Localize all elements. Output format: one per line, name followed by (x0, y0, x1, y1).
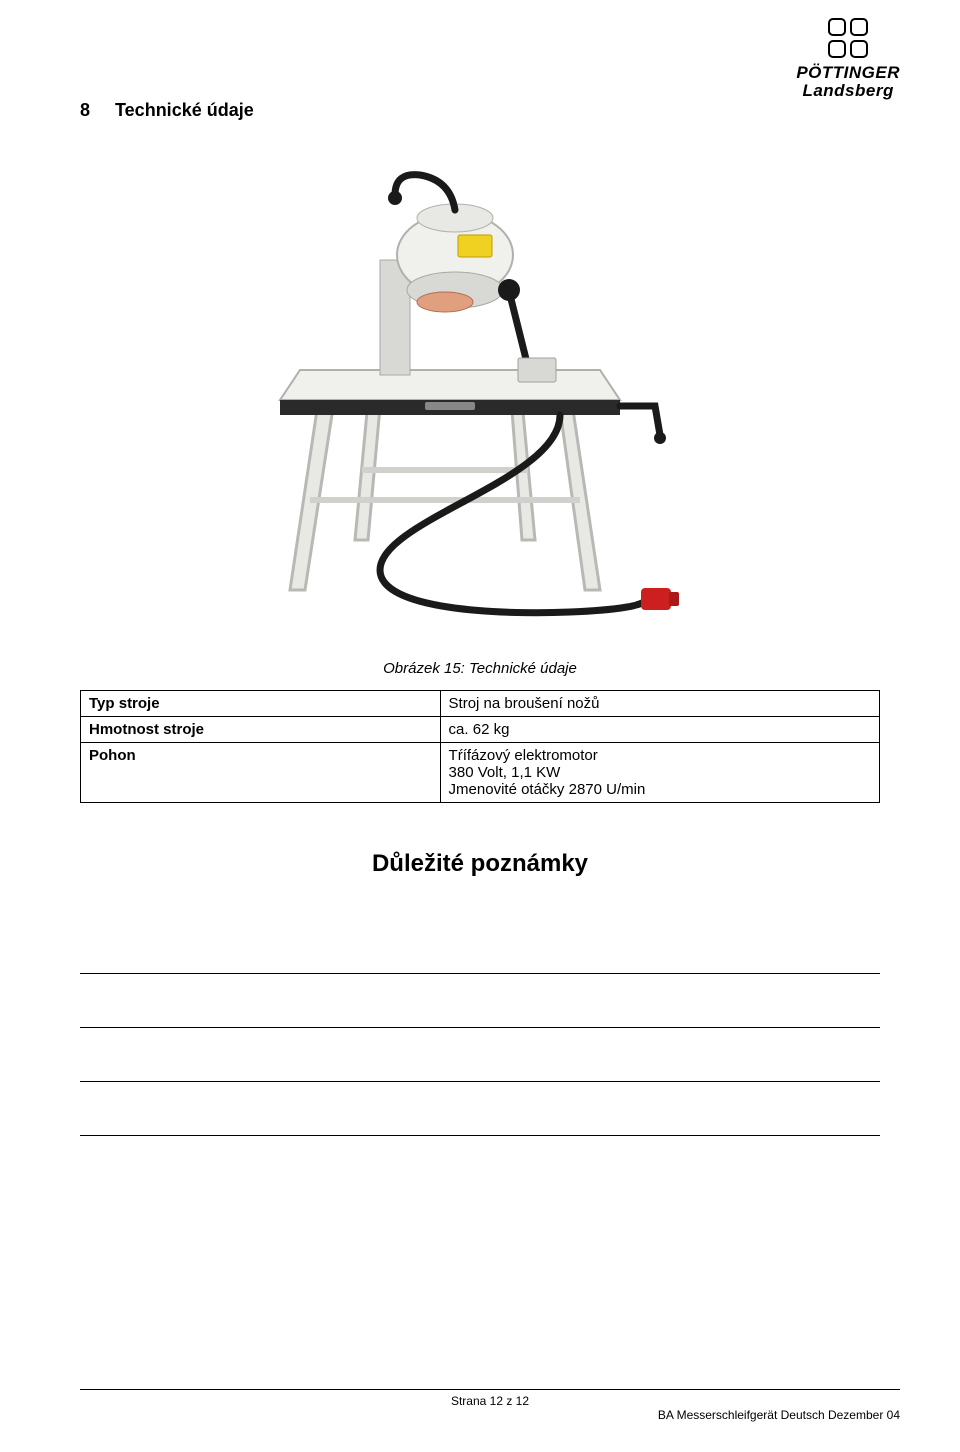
footer-page: Strana 12 z 12 (230, 1394, 750, 1408)
logo-squares-icon (828, 18, 868, 58)
figure-caption: Obrázek 15: Technické údaje (0, 660, 960, 677)
logo-line2: Landsberg (796, 82, 900, 100)
brand-logo: PÖTTINGER Landsberg (796, 18, 900, 100)
spec-label: Hmotnost stroje (81, 717, 441, 743)
spec-value: Stroj na broušení nožů (440, 691, 879, 717)
note-line (80, 1028, 880, 1082)
page-footer: Strana 12 z 12 BA Messerschleifgerät Deu… (80, 1389, 900, 1422)
note-line (80, 974, 880, 1028)
spec-value: Tŕífázový elektromotor 380 Volt, 1,1 KW … (440, 743, 879, 803)
logo-line1: PÖTTINGER (796, 64, 900, 82)
spec-label: Pohon (81, 743, 441, 803)
table-row: Hmotnost stroje ca. 62 kg (81, 717, 880, 743)
note-line (80, 920, 880, 974)
product-image (200, 140, 720, 640)
section-number: 8 (80, 100, 110, 121)
section-heading: 8 Technické údaje (80, 100, 254, 121)
notes-heading: Důležité poznámky (0, 850, 960, 878)
spec-label: Typ stroje (81, 691, 441, 717)
note-line (80, 1082, 880, 1136)
section-title: Technické údaje (115, 100, 254, 120)
table-row: Typ stroje Stroj na broušení nožů (81, 691, 880, 717)
footer-docref: BA Messerschleifgerät Deutsch Dezember 0… (658, 1408, 900, 1422)
spec-value: ca. 62 kg (440, 717, 879, 743)
table-row: Pohon Tŕífázový elektromotor 380 Volt, 1… (81, 743, 880, 803)
spec-table: Typ stroje Stroj na broušení nožů Hmotno… (80, 690, 880, 803)
note-lines (80, 920, 880, 1136)
